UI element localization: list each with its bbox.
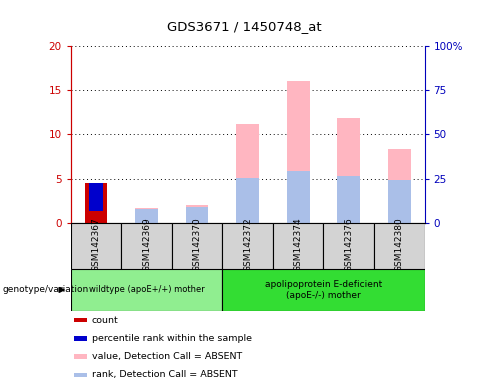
Text: count: count [92,316,119,324]
Text: apolipoprotein E-deficient
(apoE-/-) mother: apolipoprotein E-deficient (apoE-/-) mot… [265,280,382,300]
Text: wildtype (apoE+/+) mother: wildtype (apoE+/+) mother [89,285,204,295]
Bar [186,205,208,223]
Bar [287,81,309,223]
Bar [223,269,425,311]
Bar [89,183,103,211]
Bar [74,318,87,322]
Bar [74,336,87,341]
Bar [71,223,122,269]
Bar [374,223,425,269]
Bar [74,354,87,359]
Bar [122,223,172,269]
Bar [236,178,259,223]
Bar [337,176,360,223]
Bar [236,124,259,223]
Bar [223,223,273,269]
Bar [186,207,208,223]
Text: GSM142370: GSM142370 [193,217,202,272]
Bar [324,223,374,269]
Bar [84,183,107,223]
Bar [388,180,411,223]
Text: GDS3671 / 1450748_at: GDS3671 / 1450748_at [167,20,321,33]
Bar [74,373,87,377]
Bar [172,223,223,269]
Bar [287,170,309,223]
Text: GSM142367: GSM142367 [92,217,101,272]
Bar [337,118,360,223]
Text: genotype/variation: genotype/variation [2,285,89,295]
Bar [273,223,324,269]
Bar [71,269,223,311]
Text: value, Detection Call = ABSENT: value, Detection Call = ABSENT [92,352,242,361]
Text: GSM142374: GSM142374 [294,217,303,272]
Text: percentile rank within the sample: percentile rank within the sample [92,334,252,343]
Text: GSM142372: GSM142372 [243,217,252,272]
Bar [135,208,158,223]
Text: GSM142376: GSM142376 [344,217,353,272]
Text: GSM142369: GSM142369 [142,217,151,272]
Bar [388,149,411,223]
Text: rank, Detection Call = ABSENT: rank, Detection Call = ABSENT [92,371,238,379]
Text: GSM142380: GSM142380 [395,217,404,272]
Bar [135,210,158,223]
